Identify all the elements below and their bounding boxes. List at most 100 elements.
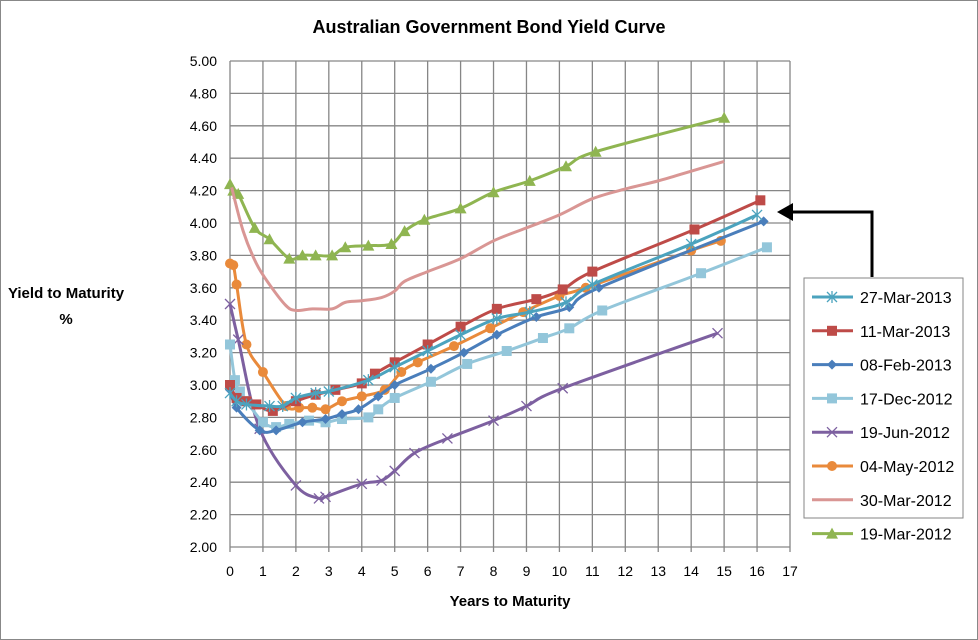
marker-asterisk (362, 374, 374, 387)
legend: 27-Mar-2013 11-Mar-2013 08-Feb-2013 17-Dec-… (803, 277, 964, 544)
marker-asterisk (231, 395, 243, 408)
x-tick-label: 5 (391, 563, 399, 579)
marker-circle (449, 341, 459, 352)
x-tick-label: 7 (457, 563, 465, 579)
marker-square (425, 376, 436, 387)
x-tick-label: 6 (424, 563, 432, 579)
y-tick-label: 3.00 (190, 377, 217, 393)
marker-square (491, 303, 502, 314)
series-27-Mar-2013 (224, 208, 763, 413)
y-tick-label: 5.00 (190, 53, 217, 69)
legend-item: 19-Jun-2012 (812, 425, 950, 442)
marker-x (441, 433, 453, 444)
y-tick-label: 3.40 (190, 312, 217, 328)
marker-triangle (826, 527, 838, 539)
marker-triangle (362, 239, 375, 251)
series-line (228, 219, 765, 434)
marker-x (389, 465, 401, 477)
series-line (229, 239, 722, 412)
marker-square (597, 305, 608, 316)
marker-x (313, 492, 325, 504)
series-19-Mar-2012 (224, 111, 731, 264)
marker-x (409, 447, 420, 459)
marker-x (224, 298, 236, 310)
series-04-May-2012 (225, 235, 726, 415)
marker-square (537, 333, 548, 344)
y-tick-label: 2.20 (190, 507, 217, 523)
marker-asterisk (751, 208, 763, 221)
marker-diamond (320, 414, 331, 425)
marker-square (363, 412, 374, 423)
marker-square (462, 358, 473, 369)
marker-square (267, 405, 278, 416)
marker-diamond (271, 425, 282, 436)
marker-x (356, 478, 368, 490)
series-line (228, 116, 725, 261)
marker-asterisk (310, 387, 322, 400)
x-tick-label: 13 (650, 563, 666, 579)
marker-asterisk (586, 278, 598, 291)
marker-asterisk (524, 306, 536, 319)
marker-square (696, 268, 707, 279)
marker-circle (257, 367, 268, 378)
marker-square (257, 417, 268, 428)
marker-square (225, 380, 235, 390)
marker-diamond (425, 363, 436, 374)
y-axis-label-line1: Yield to Maturity (8, 285, 125, 302)
x-tick-label: 10 (552, 563, 568, 579)
marker-diamond (389, 380, 400, 390)
marker-asterisk (826, 291, 838, 303)
marker-circle (228, 260, 239, 271)
marker-square (827, 393, 837, 404)
x-tick-label: 16 (749, 563, 765, 579)
y-tick-label: 4.00 (190, 215, 217, 231)
marker-diamond (231, 402, 242, 413)
marker-square (234, 386, 245, 397)
marker-diamond (337, 409, 347, 420)
marker-asterisk (455, 328, 467, 341)
x-tick-label: 1 (259, 563, 267, 579)
marker-triangle (718, 111, 731, 123)
y-tick-label: 4.40 (190, 150, 217, 166)
marker-asterisk (290, 391, 302, 404)
x-tick-label: 8 (490, 563, 498, 579)
legend-label: 19-Mar-2012 (860, 527, 952, 544)
x-tick-label: 14 (683, 563, 699, 579)
marker-triangle (487, 186, 500, 198)
marker-square (689, 224, 700, 235)
legend-label: 27-Mar-2013 (860, 290, 952, 307)
marker-triangle (248, 221, 261, 233)
marker-circle (231, 279, 242, 290)
x-tick-label: 4 (358, 563, 366, 579)
marker-square (564, 323, 575, 334)
marker-diamond (491, 329, 502, 340)
y-tick-label: 4.80 (190, 85, 217, 101)
marker-circle (320, 404, 331, 415)
marker-asterisk (241, 398, 252, 411)
marker-square (369, 368, 380, 379)
x-tick-label: 2 (292, 563, 300, 579)
marker-asterisk (560, 296, 572, 309)
marker-triangle (560, 160, 572, 172)
marker-triangle (523, 174, 536, 186)
legend-item: 19-Mar-2012 (812, 527, 952, 544)
marker-circle (396, 367, 407, 378)
marker-x (376, 475, 387, 487)
marker-asterisk (422, 344, 434, 357)
series-11-Mar-2013 (225, 195, 766, 416)
legend-label: 19-Jun-2012 (860, 425, 950, 442)
marker-circle (485, 323, 496, 334)
y-tick-label: 4.20 (190, 183, 217, 199)
marker-diamond (458, 347, 469, 358)
marker-x (320, 491, 331, 503)
marker-diamond (827, 359, 837, 370)
marker-square (389, 392, 400, 403)
legend-item: 11-Mar-2013 (812, 324, 951, 341)
x-tick-label: 3 (325, 563, 333, 579)
marker-asterisk (264, 400, 275, 413)
marker-diamond (593, 282, 604, 293)
marker-diamond (353, 404, 364, 415)
marker-circle (827, 461, 837, 471)
